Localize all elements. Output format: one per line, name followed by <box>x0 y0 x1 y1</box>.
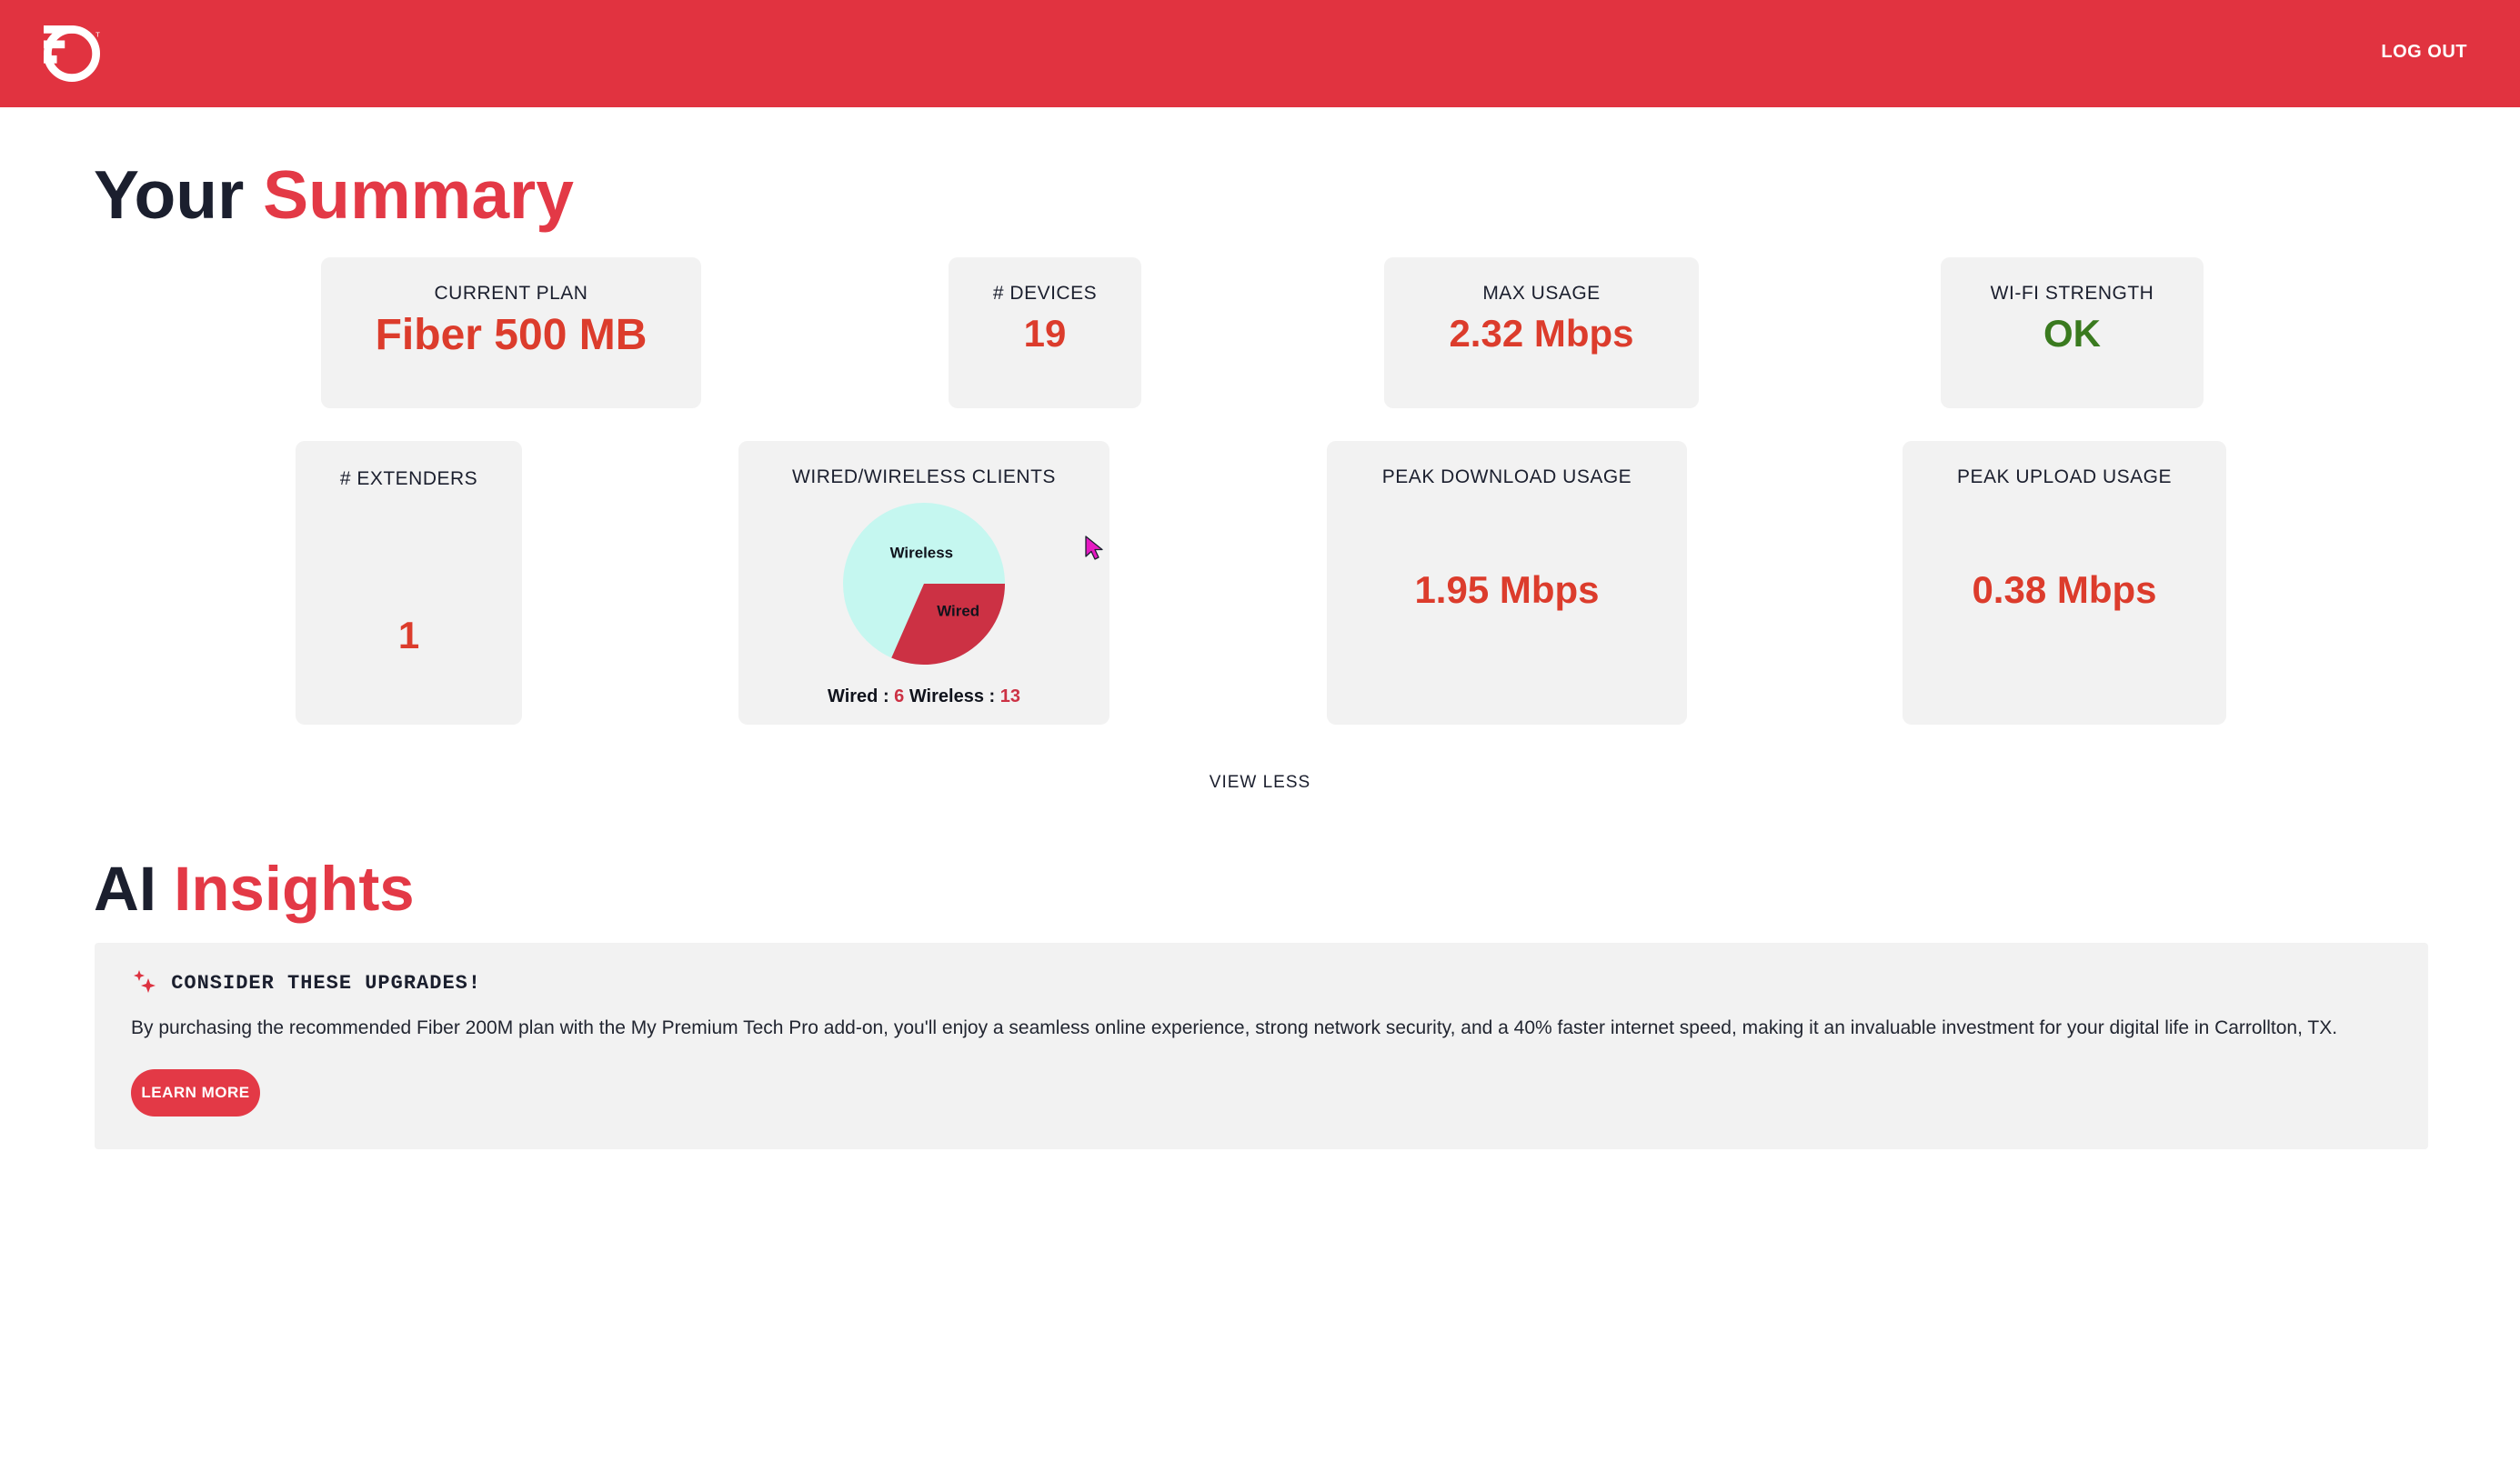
svg-text:TM: TM <box>95 31 100 39</box>
svg-text:Wired: Wired <box>937 603 979 620</box>
svg-text:Wireless: Wireless <box>890 545 953 562</box>
